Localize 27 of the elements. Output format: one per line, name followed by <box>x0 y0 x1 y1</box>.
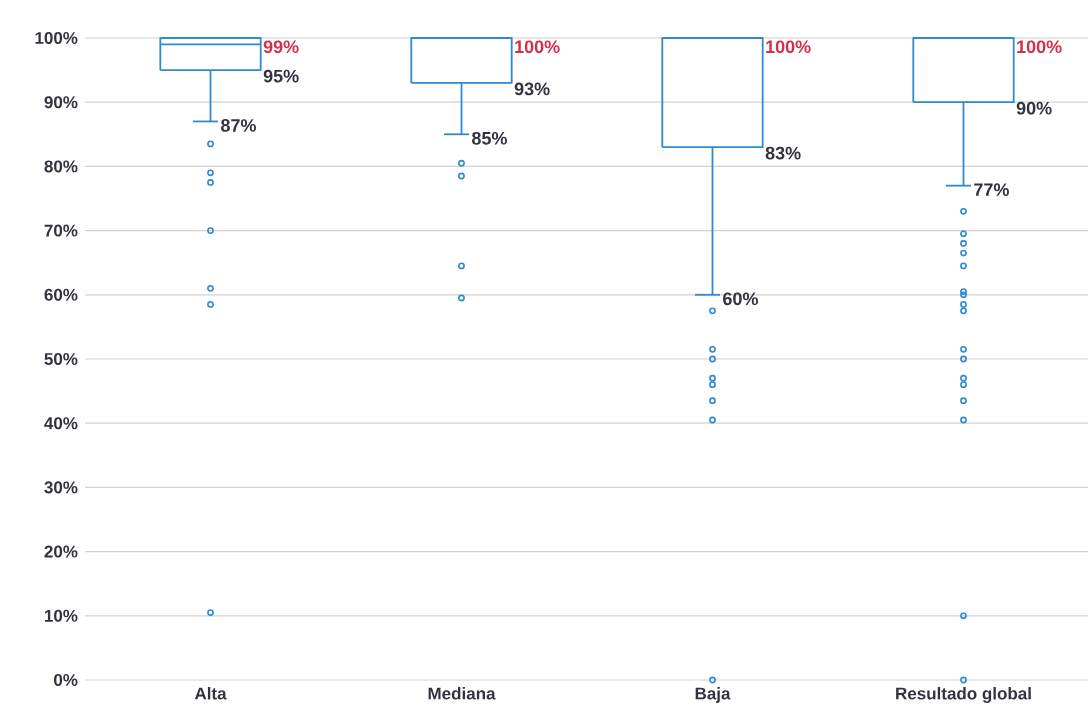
annotation: 85% <box>472 131 507 145</box>
annotation: 90% <box>1016 101 1052 115</box>
annotation: 87% <box>221 119 256 132</box>
y-tick-label: 30% <box>44 481 78 494</box>
y-tick-label: 50% <box>44 352 78 365</box>
y-tick-label: 20% <box>44 545 78 558</box>
annotation: 60% <box>723 292 758 306</box>
x-tick-label: Mediana <box>428 687 496 700</box>
x-tick-label: Alta <box>194 687 227 700</box>
annotation: 100% <box>766 40 811 54</box>
y-tick-label: 60% <box>44 288 78 301</box>
annotation: 83% <box>765 146 801 160</box>
y-tick-label: 70% <box>44 224 78 237</box>
annotation: 77% <box>974 183 1009 196</box>
x-tick-label: Baja <box>695 687 731 703</box>
annotation: 93% <box>514 82 550 96</box>
y-tick-label: 40% <box>44 417 78 430</box>
x-tick-label: Resultado global <box>896 687 1031 703</box>
y-tick-label: 100% <box>35 31 78 44</box>
y-tick-label: 10% <box>44 609 78 622</box>
annotation: 95% <box>263 69 299 83</box>
annotation: 100% <box>1017 40 1062 54</box>
annotation: 100% <box>515 40 560 54</box>
y-tick-label: 90% <box>44 96 78 109</box>
annotation: 99% <box>263 40 299 54</box>
y-tick-label: 80% <box>44 160 78 173</box>
y-tick-label: 0% <box>54 673 78 686</box>
